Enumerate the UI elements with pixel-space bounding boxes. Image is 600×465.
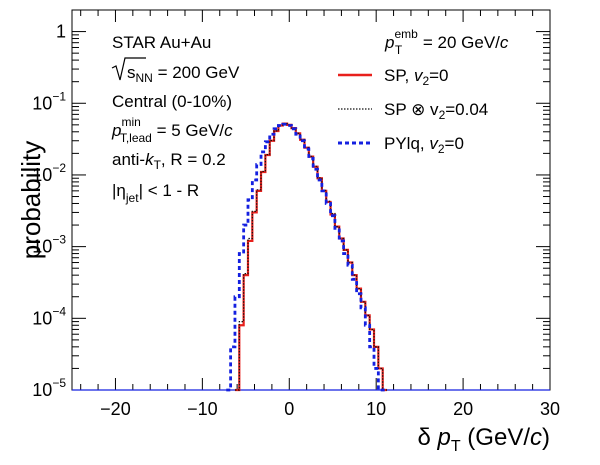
series-line-0 <box>234 122 388 392</box>
y-tick-label: 1 <box>56 22 66 42</box>
y-tick-label: 10−3 <box>32 233 66 257</box>
x-tick-label: −20 <box>100 399 131 419</box>
legend-label-pylq: PYlq, v2=0 <box>384 134 464 156</box>
y-axis-label: probability <box>16 141 46 260</box>
x-tick-label: 0 <box>284 399 294 419</box>
annotation-block: STAR Au+Au sNN = 200 GeV Central (0-10%)… <box>111 33 240 205</box>
y-tick-label: 10−1 <box>32 89 66 113</box>
y-tick-label: 10−4 <box>32 304 66 328</box>
axis-ticks: −20 −10 0 10 20 30 1 10−1 10−2 10−3 10−4 10−5 <box>32 9 560 419</box>
annotation-eta: |ηjet| < 1 - R <box>112 181 199 205</box>
annotation-algorithm: anti-kT, R = 0.2 <box>112 150 226 172</box>
series-line-2 <box>226 122 388 392</box>
x-tick-label: 20 <box>453 399 473 419</box>
y-tick-label: 10−2 <box>32 161 66 185</box>
y-tick-label: 10−5 <box>32 376 66 400</box>
svg-text:sNN = 200 GeV: sNN = 200 GeV <box>127 63 240 85</box>
x-tick-label: 10 <box>366 399 386 419</box>
legend: pemb T = 20 GeV/c SP, v2=0 SP ⊗ v2=0.04 P… <box>338 27 509 156</box>
sqrt-sign <box>111 57 146 81</box>
legend-label-sp: SP, v2=0 <box>384 66 449 88</box>
annotation-experiment: STAR Au+Au <box>112 33 211 52</box>
x-tick-label: −10 <box>187 399 218 419</box>
annotation-ptlead: pmin T,lead = 5 GeV/c <box>111 115 233 145</box>
legend-header: pemb T = 20 GeV/c <box>384 27 509 57</box>
series-lines <box>72 122 550 392</box>
series-line-1 <box>234 122 388 391</box>
legend-label-sp-v2: SP ⊗ v2=0.04 <box>384 100 488 122</box>
x-axis-label: δ pT (GeV/c) <box>417 424 550 455</box>
plot-frame <box>71 9 551 391</box>
x-tick-label: 30 <box>540 399 560 419</box>
annotation-energy: sNN = 200 GeV <box>111 57 240 85</box>
annotation-centrality: Central (0-10%) <box>112 92 232 111</box>
